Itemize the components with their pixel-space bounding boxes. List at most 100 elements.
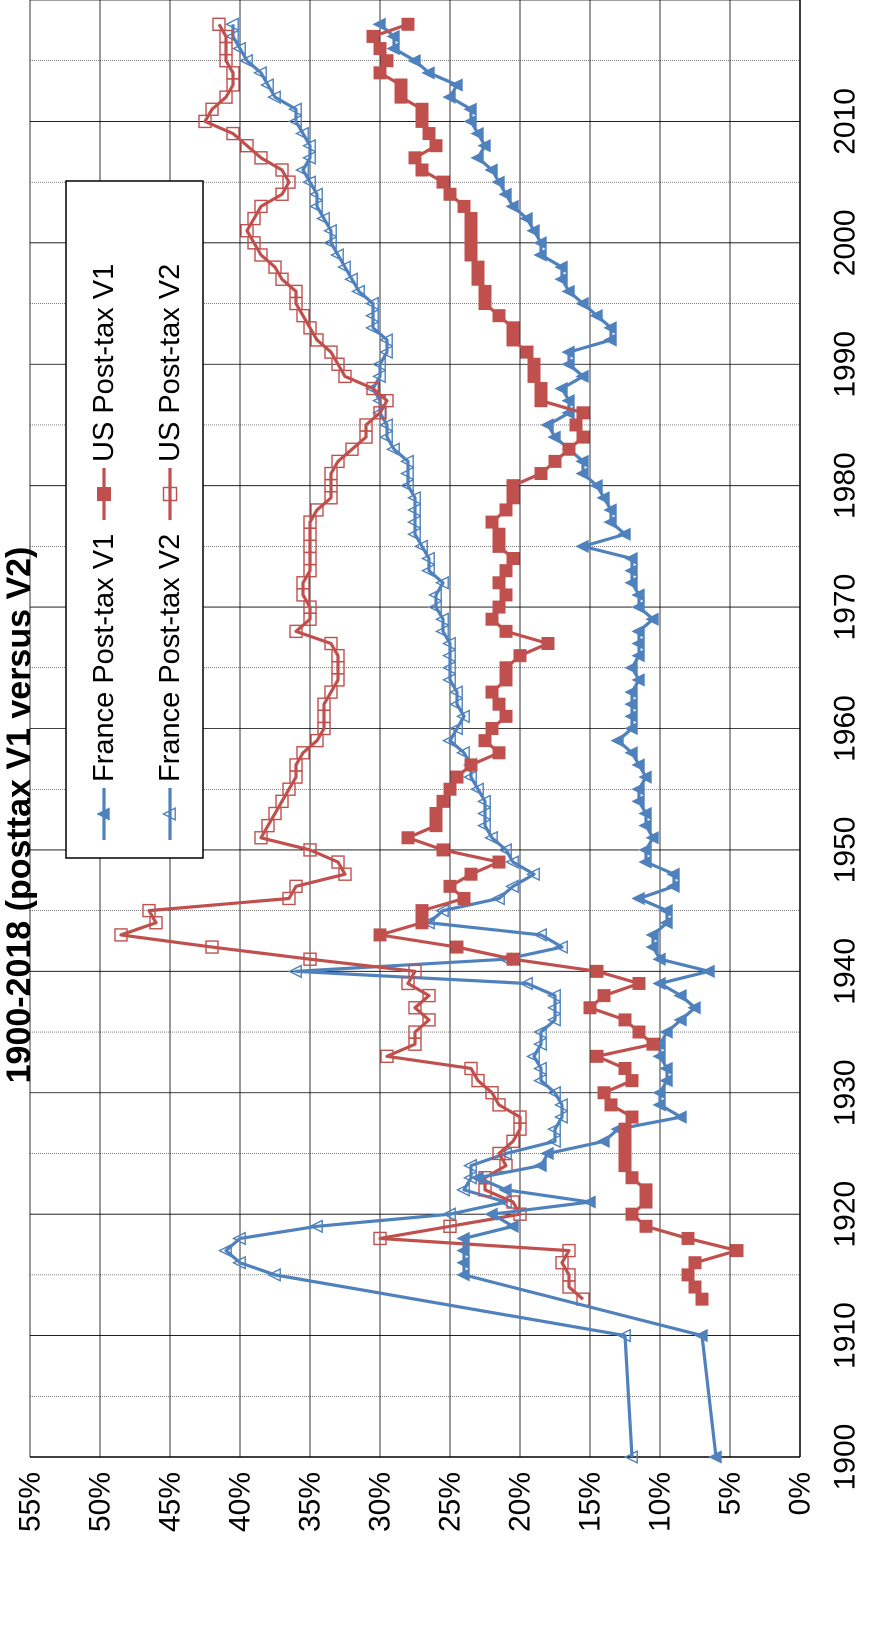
data-point xyxy=(534,467,548,481)
data-point xyxy=(624,709,638,724)
data-point xyxy=(625,1171,639,1185)
data-point xyxy=(492,746,506,760)
data-point xyxy=(385,442,400,457)
data-point xyxy=(708,1450,722,1464)
data-point xyxy=(498,1183,512,1197)
data-point xyxy=(443,782,457,796)
data-point xyxy=(266,90,281,105)
x-tick-label-group: 1990 xyxy=(829,331,862,398)
data-point xyxy=(694,1328,708,1343)
data-point xyxy=(492,600,506,614)
data-point xyxy=(373,1231,387,1246)
data-point xyxy=(590,964,604,978)
x-tick-label-group: 1970 xyxy=(829,574,862,641)
y-tick-label: 10% xyxy=(644,1472,677,1532)
series-line xyxy=(378,23,718,1458)
x-tick-label: 2010 xyxy=(829,88,862,155)
data-point xyxy=(441,672,456,687)
data-point xyxy=(231,1255,246,1270)
data-point xyxy=(308,199,323,214)
y-tick-label: 15% xyxy=(574,1472,607,1532)
data-point xyxy=(359,418,373,432)
data-point xyxy=(645,928,659,942)
data-point xyxy=(506,333,520,347)
data-point xyxy=(366,29,380,43)
chart-title: 1900-2018 (posttax V1 versus V2) xyxy=(0,547,38,1084)
data-point xyxy=(484,1207,498,1221)
data-point xyxy=(476,818,491,833)
x-tick-label: 1920 xyxy=(829,1181,862,1248)
data-point xyxy=(532,1025,547,1040)
data-point xyxy=(366,381,380,396)
data-point xyxy=(331,855,345,869)
data-point xyxy=(448,685,463,700)
data-point xyxy=(631,758,645,772)
x-tick-label: 1900 xyxy=(829,1424,862,1491)
data-point xyxy=(603,321,617,335)
data-point xyxy=(506,479,520,493)
data-point xyxy=(506,952,520,966)
data-point xyxy=(380,1049,394,1064)
data-point xyxy=(485,515,499,529)
data-point xyxy=(484,163,498,177)
data-point xyxy=(308,1219,323,1234)
data-point xyxy=(345,442,359,456)
data-point xyxy=(492,1098,506,1112)
y-tick-label-group: 35% xyxy=(294,1472,327,1532)
data-point xyxy=(659,1025,673,1039)
data-point xyxy=(617,527,631,541)
data-point xyxy=(491,175,505,189)
data-point xyxy=(217,1243,232,1258)
data-point xyxy=(420,563,435,578)
data-point xyxy=(331,357,345,371)
data-point xyxy=(455,709,470,724)
data-point xyxy=(687,1001,701,1015)
data-point xyxy=(645,831,659,845)
data-point xyxy=(441,1207,456,1222)
data-point xyxy=(324,685,338,699)
data-point xyxy=(401,976,415,991)
data-point xyxy=(442,90,456,104)
data-point xyxy=(456,1231,470,1246)
data-point xyxy=(492,855,506,869)
data-point xyxy=(624,551,638,566)
data-point xyxy=(317,697,331,711)
data-point xyxy=(499,661,513,675)
data-point xyxy=(406,502,421,517)
data-point xyxy=(504,855,519,870)
data-point xyxy=(506,1195,520,1209)
data-point xyxy=(631,600,645,614)
data-point xyxy=(457,199,471,213)
data-point xyxy=(499,709,513,723)
data-point xyxy=(322,235,337,250)
y-tick-label: 50% xyxy=(84,1472,117,1532)
legend-marker xyxy=(97,487,111,501)
data-point xyxy=(231,41,246,56)
data-point xyxy=(478,284,492,298)
data-point xyxy=(624,746,638,760)
data-point xyxy=(540,1146,554,1161)
legend-marker xyxy=(161,807,176,821)
data-point xyxy=(429,819,443,833)
x-tick-label-group: 1960 xyxy=(829,695,862,762)
data-point xyxy=(623,1450,638,1464)
data-point xyxy=(477,139,491,153)
data-point xyxy=(561,357,575,371)
data-point xyxy=(532,927,547,942)
data-point xyxy=(470,151,484,165)
data-point xyxy=(603,515,617,529)
data-point xyxy=(303,321,317,335)
y-tick-label: 55% xyxy=(14,1472,47,1532)
data-point xyxy=(378,345,393,360)
data-point xyxy=(497,842,512,857)
data-point xyxy=(638,806,652,821)
data-point xyxy=(449,78,463,92)
data-point xyxy=(364,296,379,311)
data-point xyxy=(652,1098,666,1112)
data-point xyxy=(324,636,338,651)
data-point xyxy=(142,903,156,918)
y-tick-label-group: 40% xyxy=(224,1472,257,1532)
data-point xyxy=(554,272,568,286)
data-point xyxy=(254,248,268,262)
